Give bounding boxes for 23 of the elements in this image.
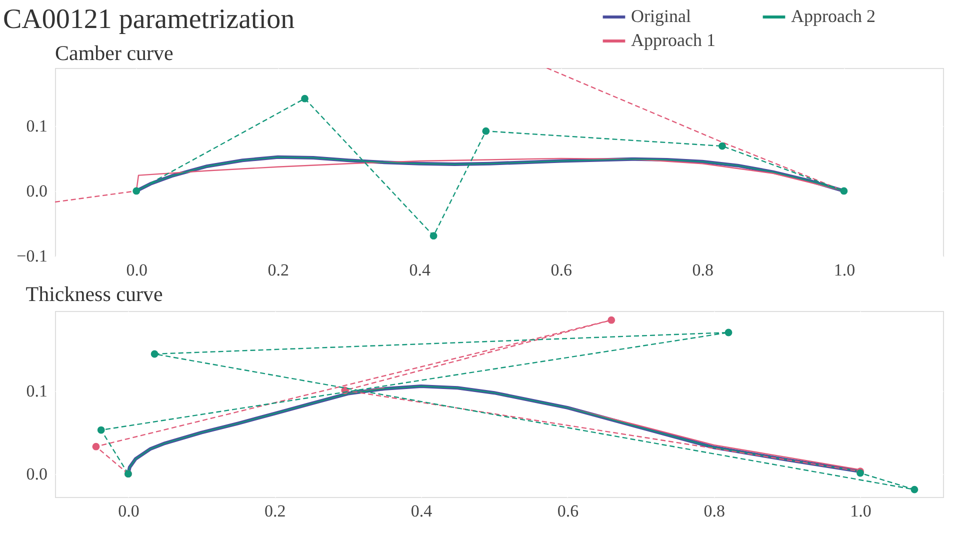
y-tick-label: 0.1 [26, 116, 48, 136]
x-tick-label: 0.4 [409, 260, 432, 280]
x-tick-label: 0.8 [692, 260, 714, 280]
chart-subtitle: Camber curve [55, 41, 174, 65]
x-tick-label: 0.8 [704, 502, 725, 520]
x-tick-label: 0.2 [264, 502, 286, 520]
y-tick-label: 0.1 [26, 382, 48, 401]
y-tick-label: 0.0 [26, 181, 48, 200]
chart-title: Thickness curve [26, 282, 163, 306]
legend-label: Approach 1 [631, 30, 716, 50]
x-tick-label: 0.2 [268, 260, 290, 280]
x-tick-label: 0.6 [557, 502, 579, 520]
x-tick-label: 1.0 [834, 260, 856, 280]
legend-label: Original [631, 6, 691, 26]
chart-title: CA00121 parametrization [3, 4, 295, 35]
y-tick-label: −0.1 [16, 246, 48, 266]
legend-label: Approach 2 [791, 6, 876, 26]
x-tick-label: 0.4 [410, 502, 433, 520]
x-tick-label: 0.0 [118, 502, 140, 520]
x-tick-label: 0.6 [550, 260, 572, 280]
y-tick-label: 0.0 [26, 464, 48, 484]
x-tick-label: 1.0 [850, 502, 872, 520]
x-tick-label: 0.0 [126, 260, 148, 280]
